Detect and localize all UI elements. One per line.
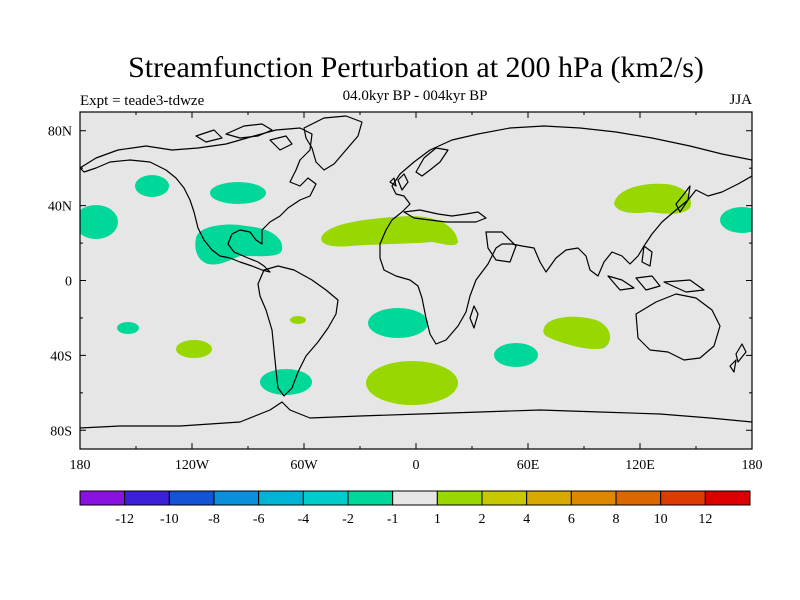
lat-tick-label: 40N — [48, 200, 72, 215]
north-america-coast — [80, 127, 317, 273]
colorbar-label: -6 — [253, 512, 265, 527]
maritime-continent — [607, 245, 705, 293]
colorbar-label: 2 — [479, 512, 486, 527]
colorbar-swatch — [526, 490, 572, 506]
anomaly-east-asia — [614, 183, 691, 214]
longitude-axis: 180 120W 60W 0 60E 120E 180 — [70, 458, 763, 473]
colorbar-swatch — [481, 490, 528, 506]
coastlines — [80, 115, 752, 429]
colorbar — [79, 490, 751, 506]
greenland-coast — [303, 115, 363, 171]
anomaly-indian-ocean-east — [543, 316, 611, 350]
colorbar-swatch — [704, 490, 751, 506]
colorbar-label: 8 — [613, 512, 620, 527]
colorbar-swatch — [168, 490, 215, 506]
madagascar — [469, 305, 479, 329]
colorbar-label: 12 — [698, 512, 712, 527]
colorbar-swatch — [570, 490, 617, 506]
eurasia-africa-coast — [379, 125, 752, 345]
anomaly-south-brazil — [290, 316, 306, 324]
colorbar-label: -10 — [160, 512, 179, 527]
lon-tick-label: 0 — [413, 458, 420, 473]
season-label: JJA — [729, 92, 752, 108]
anomaly-south-east-pacific — [176, 340, 212, 358]
colorbar-label: -2 — [342, 512, 354, 527]
south-america-coast — [257, 265, 339, 397]
colorbar-label: 6 — [568, 512, 575, 527]
colorbar-swatch — [213, 490, 260, 506]
anomaly-west-pacific-dateline — [720, 207, 752, 233]
anomaly-south-atlantic — [368, 308, 428, 338]
colorbar-swatch — [436, 490, 483, 506]
lat-tick-label: 40S — [50, 349, 72, 364]
colorbar-swatch — [615, 490, 662, 506]
anomaly-pacific-north-east — [135, 175, 169, 197]
anomaly-north-pacific-west — [80, 205, 118, 239]
colorbar-labels: -12 -10 -8 -6 -4 -2 -1 1 2 4 6 8 10 12 — [115, 512, 712, 527]
lat-tick-label: 80N — [48, 125, 72, 140]
australia-coast — [635, 293, 721, 361]
anomaly-north-africa — [321, 216, 458, 247]
colorbar-swatch — [79, 490, 126, 506]
colorbar-swatch — [302, 490, 349, 506]
anomaly-north-america — [210, 182, 266, 204]
antarctica-coast — [80, 401, 752, 429]
lon-tick-label: 60W — [290, 458, 318, 473]
colorbar-swatch — [258, 490, 304, 506]
lat-tick-label: 80S — [50, 424, 72, 439]
anomaly-drake-passage — [260, 369, 312, 395]
plot-title: Streamfunction Perturbation at 200 hPa (… — [128, 51, 704, 84]
colorbar-label: 4 — [523, 512, 530, 527]
colorbar-label: 10 — [654, 512, 668, 527]
colorbar-label: 1 — [434, 512, 441, 527]
axis-ticks — [79, 112, 753, 449]
anomaly-layer — [80, 175, 752, 405]
lon-tick-label: 120E — [625, 458, 655, 473]
colorbar-swatch — [124, 490, 170, 506]
lon-tick-label: 120W — [175, 458, 210, 473]
colorbar-swatch — [347, 490, 394, 506]
colorbar-label: -4 — [297, 512, 309, 527]
colorbar-label: -8 — [208, 512, 220, 527]
lat-tick-label: 0 — [65, 275, 72, 290]
british-isles — [389, 173, 409, 191]
colorbar-swatch — [392, 490, 438, 506]
plot-subtitle: 04.0kyr BP - 004kyr BP — [342, 88, 488, 104]
mediterranean-coast — [403, 209, 487, 223]
experiment-label: Expt = teade3-tdwze — [80, 93, 205, 109]
anomaly-indian-ocean-west — [494, 343, 538, 367]
lon-tick-label: 60E — [517, 458, 540, 473]
colorbar-label: -1 — [387, 512, 399, 527]
arabia — [485, 231, 517, 263]
new-zealand — [729, 343, 747, 373]
colorbar-label: -12 — [115, 512, 134, 527]
lon-tick-label: 180 — [742, 458, 763, 473]
japan — [675, 185, 691, 213]
scandinavia — [415, 147, 449, 177]
colorbar-swatch — [660, 490, 706, 506]
lon-tick-label: 180 — [70, 458, 91, 473]
anomaly-south-atlantic-deep — [366, 361, 458, 405]
arctic-islands — [195, 123, 293, 151]
latitude-axis: 80N 40N 0 40S 80S — [48, 125, 72, 440]
anomaly-south-pacific-small — [117, 322, 139, 334]
